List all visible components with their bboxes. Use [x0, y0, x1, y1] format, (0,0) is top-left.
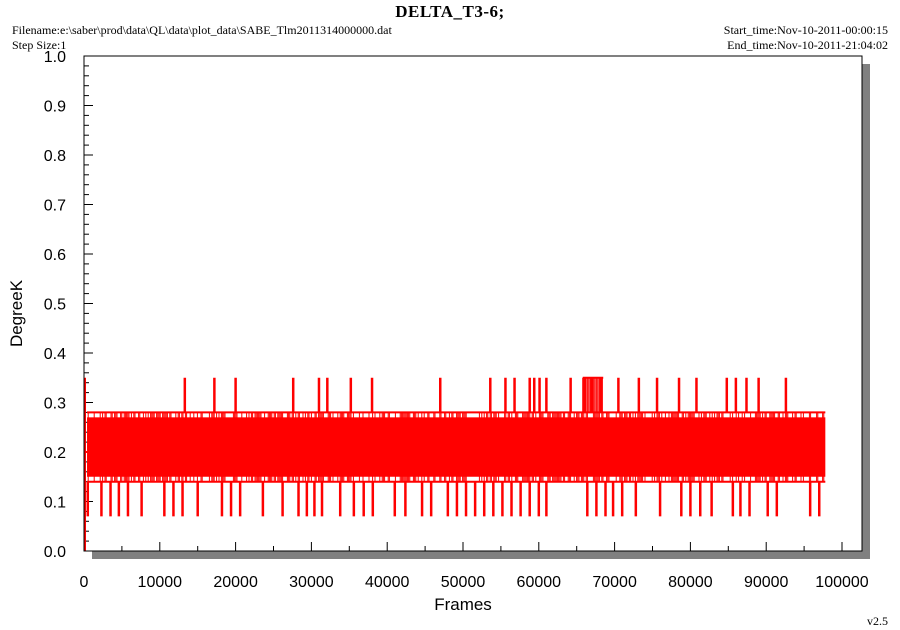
y-tick-label: 0.0	[44, 544, 66, 561]
x-tick-label: 60000	[517, 574, 562, 591]
x-tick-label: 100000	[815, 574, 868, 591]
y-tick-label: 0.4	[44, 346, 66, 363]
y-axis-label: DegreeK	[7, 279, 26, 347]
x-tick-label: 20000	[213, 574, 258, 591]
y-tick-label: 0.7	[44, 198, 66, 215]
x-tick-label: 30000	[289, 574, 334, 591]
y-tick-label: 0.9	[44, 99, 66, 116]
x-tick-label: 10000	[138, 574, 183, 591]
y-tick-label: 0.5	[44, 297, 66, 314]
y-tick-label: 0.8	[44, 148, 66, 165]
x-axis-label: Frames	[434, 595, 492, 614]
x-tick-label: 50000	[441, 574, 486, 591]
y-tick-label: 1.0	[44, 49, 66, 66]
x-tick-label: 40000	[365, 574, 410, 591]
x-tick-label: 0	[80, 574, 89, 591]
x-tick-label: 90000	[744, 574, 789, 591]
version-label: v2.5	[867, 614, 888, 628]
x-tick-label: 70000	[592, 574, 637, 591]
series-band-strokes	[87, 412, 825, 482]
end-time-label: End_time:Nov-10-2011-21:04:02	[727, 38, 888, 52]
y-tick-label: 0.1	[44, 495, 66, 512]
x-axis: 0 10000 20000 30000 40000 50000 60000 70000 8000…	[80, 542, 869, 591]
series-delta-t3-6	[84, 376, 826, 551]
step-size-label: Step Size:1	[12, 38, 67, 52]
start-time-label: Start_time:Nov-10-2011-00:00:15	[723, 23, 888, 37]
y-tick-label: 0.6	[44, 247, 66, 264]
y-tick-label: 0.3	[44, 396, 66, 413]
y-axis: 0.0 0.1 0.2 0.3 0.4 0.5 0.6 0.7 0.8 0.9 1.0	[44, 49, 93, 561]
y-tick-label: 0.2	[44, 445, 66, 462]
chart-title: DELTA_T3-6;	[395, 2, 505, 21]
filename-label: Filename:e:\saber\prod\data\QL\data\plot…	[12, 23, 392, 37]
x-tick-label: 80000	[668, 574, 713, 591]
